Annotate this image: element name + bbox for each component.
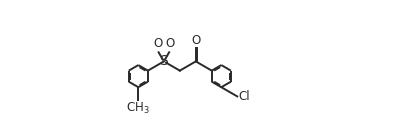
Text: S: S (160, 54, 168, 68)
Text: O: O (191, 34, 200, 47)
Text: Cl: Cl (238, 90, 250, 103)
Text: O: O (153, 37, 162, 50)
Text: O: O (166, 37, 175, 50)
Text: CH$_3$: CH$_3$ (126, 101, 150, 116)
